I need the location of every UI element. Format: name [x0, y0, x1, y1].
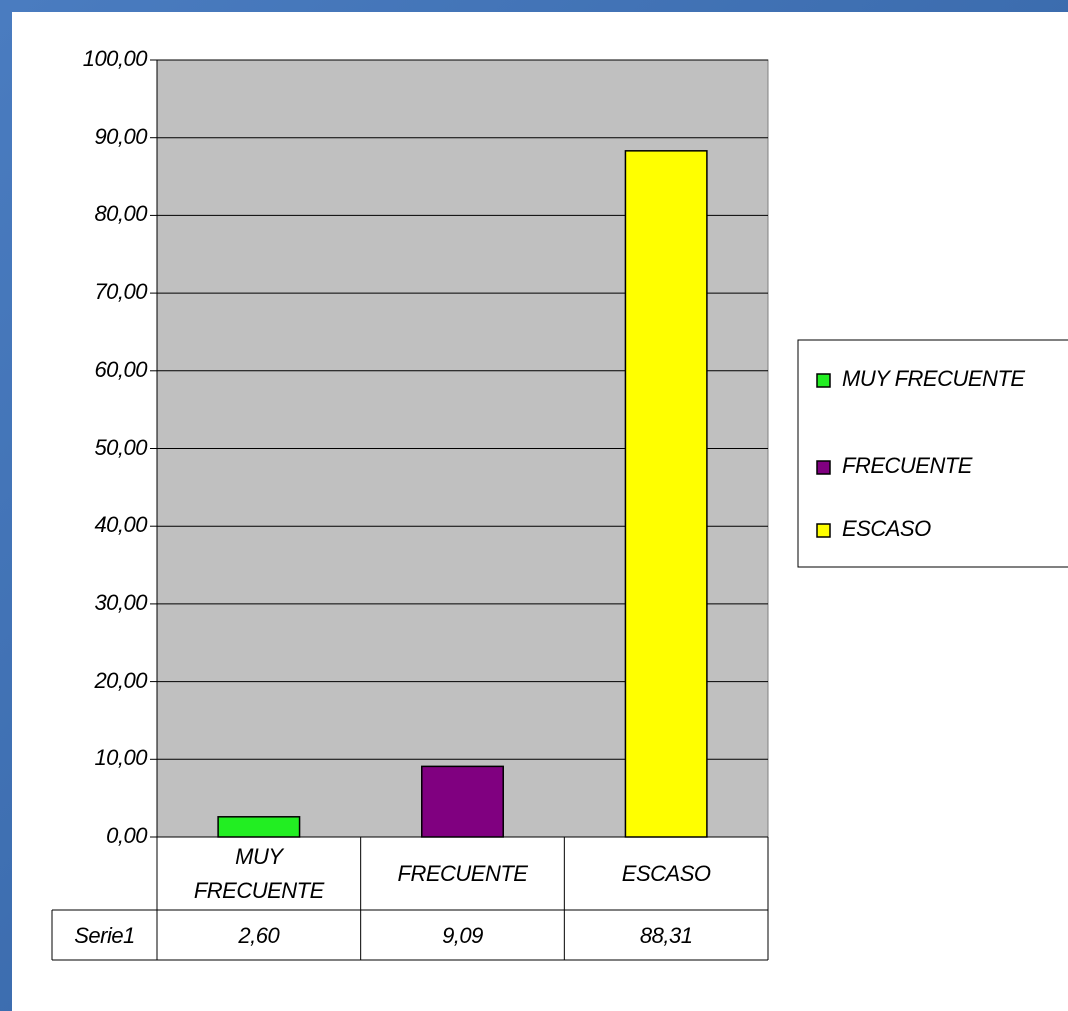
category-label: ESCASO: [621, 860, 711, 886]
data-label: 88,31: [639, 923, 693, 948]
y-tick-label: 50,00: [94, 434, 147, 460]
data-label: 9,09: [442, 923, 483, 948]
y-tick-label: 100,00: [82, 46, 148, 71]
bar: [421, 765, 504, 838]
legend-swatch: [816, 373, 831, 388]
chart: 0,00 10,00 20,00 30,00 40,00 50,00 60,00 70,00 8…: [12, 12, 1068, 1011]
y-tick-label: 90,00: [94, 123, 147, 149]
data-label: 2,60: [238, 923, 280, 948]
y-tick-label: 30,00: [94, 589, 147, 615]
category-label: FRECUENTE: [397, 860, 528, 886]
y-tick-label: 0,00: [106, 823, 147, 848]
category-label: MUY FRECUENTE: [193, 843, 324, 903]
bar: [624, 150, 708, 838]
y-tick-label: 20,00: [94, 667, 147, 693]
legend-box: [797, 339, 1068, 568]
y-tick-label: 10,00: [94, 745, 147, 771]
chart-canvas: [51, 59, 1068, 961]
y-tick-label: 60,00: [94, 356, 147, 382]
y-tick-label: 70,00: [94, 279, 147, 305]
legend-label: FRECUENTE: [842, 453, 972, 478]
legend-swatch: [816, 523, 831, 538]
legend-swatch: [816, 460, 831, 475]
bar: [217, 816, 301, 838]
legend-label: MUY FRECUENTE: [842, 366, 1025, 391]
series-name: Serie1: [74, 923, 135, 948]
legend-label: ESCASO: [842, 516, 931, 541]
y-tick-label: 40,00: [94, 512, 147, 538]
y-tick-label: 80,00: [94, 201, 147, 227]
